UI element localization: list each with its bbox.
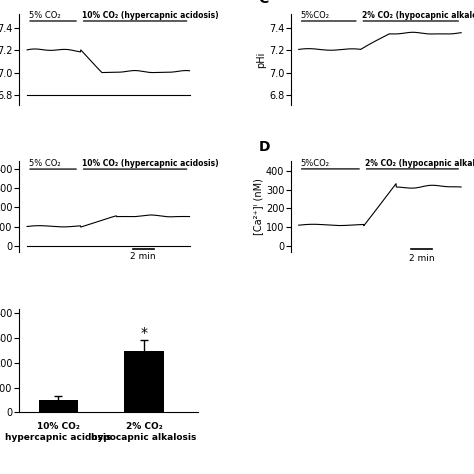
Text: 10% CO₂ (hypercapnic acidosis): 10% CO₂ (hypercapnic acidosis) (82, 11, 219, 20)
Text: C: C (258, 0, 269, 6)
Y-axis label: pHi: pHi (256, 51, 266, 68)
Text: 2 min: 2 min (409, 254, 434, 263)
Text: D: D (258, 139, 270, 154)
Text: 10% CO₂ (hypercapnic acidosis): 10% CO₂ (hypercapnic acidosis) (82, 159, 219, 168)
Text: 5% CO₂: 5% CO₂ (29, 159, 60, 168)
Text: 5%CO₂: 5%CO₂ (301, 11, 329, 20)
Text: 2% CO₂ (hypocapnic alkalo…): 2% CO₂ (hypocapnic alkalo…) (365, 159, 474, 168)
Bar (38, 400, 78, 412)
Text: 2 min: 2 min (130, 252, 156, 261)
Text: *: * (141, 326, 147, 340)
Text: 5%CO₂: 5%CO₂ (301, 159, 329, 168)
Bar (124, 351, 164, 412)
Text: 2% CO₂ (hypocapnic alkalo…): 2% CO₂ (hypocapnic alkalo…) (362, 11, 474, 20)
Text: 5% CO₂: 5% CO₂ (29, 11, 60, 20)
Y-axis label: [Ca²⁺]ᴵ (nM): [Ca²⁺]ᴵ (nM) (253, 178, 263, 235)
